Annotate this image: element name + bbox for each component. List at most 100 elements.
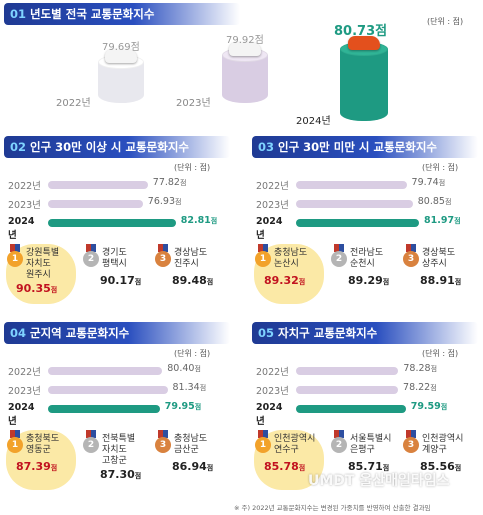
bar-row: 2024년 79.59점 xyxy=(256,401,478,427)
panel-03-unit: (단위 : 점) xyxy=(422,163,459,172)
bar-mark xyxy=(48,219,176,227)
bar-value-label: 79.59점 xyxy=(411,401,448,412)
point-suffix: 점 xyxy=(194,365,201,373)
panel-05-title: 자치구 교통문화지수 xyxy=(278,326,378,340)
medal-icon: 3 xyxy=(155,437,171,453)
bar-year-label: 2023년 xyxy=(8,200,41,211)
ranking-region-name: 경기도 평택시 xyxy=(102,248,127,269)
point-suffix: 점 xyxy=(50,464,58,472)
point-suffix: 점 xyxy=(438,179,446,187)
medal-ribbon-icon xyxy=(406,244,416,252)
medal-icon: 3 xyxy=(403,251,419,267)
panel-02: 02 인구 30만 이상 시 교통문화지수 (단위 : 점) 2022년 77.82점 2… xyxy=(4,136,232,316)
ranking-3: 3 경상남도 진주시 89.48점 xyxy=(154,244,224,304)
bar-year-label: 2024년 xyxy=(256,402,283,427)
bar-value-label: 78.22점 xyxy=(403,382,437,393)
bar-year-label: 2022년 xyxy=(8,367,41,378)
footnote: ※ 주) 2022년 교통문화지수는 변경된 가중치를 반영하여 산출한 결과임 xyxy=(234,504,431,512)
point-suffix: 점 xyxy=(454,464,462,472)
bar-mark xyxy=(296,219,420,227)
ranking-3: 3 인천광역시 계양구 85.56점 xyxy=(402,430,472,490)
ranking-1: 1 충청북도 영동군 87.39점 xyxy=(6,430,76,490)
bar-value-label: 80.40점 xyxy=(167,363,201,374)
panel-05-unit: (단위 : 점) xyxy=(422,349,459,358)
ranking-1: 1 인천광역시 연수구 85.78점 xyxy=(254,430,324,490)
medal-ribbon-icon xyxy=(158,244,168,252)
point-suffix: 점 xyxy=(382,278,390,286)
bar-row: 2024년 79.95점 xyxy=(8,401,230,427)
bar-mark xyxy=(296,386,399,394)
ranking-score: 85.56점 xyxy=(420,460,461,473)
point-suffix: 점 xyxy=(454,217,461,225)
bar-value-number: 77.82 xyxy=(152,177,180,188)
medal-icon: 3 xyxy=(155,251,171,267)
medal-ribbon-icon xyxy=(406,430,416,438)
bar-value-number: 79.95 xyxy=(164,401,195,412)
bar-row: 2023년 80.85점 xyxy=(256,196,478,211)
point-suffix: 점 xyxy=(206,464,214,472)
ranking-region-name: 인천광역시 계양구 xyxy=(422,434,464,455)
bar-year-label: 2023년 xyxy=(8,386,41,397)
point-suffix: 점 xyxy=(179,179,187,187)
panel-02-title: 인구 30만 이상 시 교통문화지수 xyxy=(30,140,189,154)
bar-value-label: 81.97점 xyxy=(424,215,461,226)
panel-05: 05 자치구 교통문화지수 (단위 : 점) 2022년 78.28점 2023년 78.2… xyxy=(252,322,480,502)
ranking-score: 89.48점 xyxy=(172,274,213,287)
point-suffix: 점 xyxy=(382,464,390,472)
medal-icon: 2 xyxy=(83,437,99,453)
cylinder-year-label: 2022년 xyxy=(56,98,91,109)
ranking-score: 90.35점 xyxy=(16,282,57,295)
medal-ribbon-icon xyxy=(334,244,344,252)
ranking-region-name: 인천광역시 연수구 xyxy=(274,434,316,455)
ranking-score: 89.29점 xyxy=(348,274,389,287)
bar-value-label: 76.93점 xyxy=(148,196,182,207)
bar-value-label: 77.82점 xyxy=(153,177,187,188)
ranking-score: 85.71점 xyxy=(348,460,389,473)
panel-02-unit: (단위 : 점) xyxy=(174,163,211,172)
cylinder-body xyxy=(340,49,388,121)
medal-icon: 2 xyxy=(83,251,99,267)
medal-ribbon-icon xyxy=(10,244,20,252)
bar-value-number: 79.74 xyxy=(411,177,439,188)
cylinder-value-label: 80.73점 xyxy=(334,24,388,40)
bar-value-number: 80.85 xyxy=(417,196,445,207)
ranking-score: 87.30점 xyxy=(100,468,141,481)
panel-04-title: 군지역 교통문화지수 xyxy=(30,326,130,340)
bar-value-number: 82.81 xyxy=(180,215,211,226)
panel-04-number: 04 xyxy=(10,326,27,340)
bar-mark xyxy=(296,200,413,208)
panel-05-number: 05 xyxy=(258,326,275,340)
medal-ribbon-icon xyxy=(86,244,96,252)
ranking-score: 85.78점 xyxy=(264,460,305,473)
panel-03: 03 인구 30만 미만 시 교통문화지수 (단위 : 점) 2022년 79.74점 2… xyxy=(252,136,480,316)
ranking-score-number: 90.35 xyxy=(16,282,51,295)
bar-year-label: 2024년 xyxy=(8,402,35,427)
bar-row: 2022년 78.28점 xyxy=(256,363,478,378)
point-suffix: 점 xyxy=(134,278,142,286)
panel-01-number: 01 xyxy=(10,7,27,21)
cylinder-year-label: 2024년 xyxy=(296,116,331,127)
bar-value-label: 79.74점 xyxy=(412,177,446,188)
point-suffix: 점 xyxy=(298,278,306,286)
ranking-score-number: 89.29 xyxy=(348,274,383,287)
ranking-score-number: 89.32 xyxy=(264,274,299,287)
bar-row: 2022년 77.82점 xyxy=(8,177,230,192)
bar-mark xyxy=(48,386,168,394)
point-suffix: 점 xyxy=(440,403,448,411)
ranking-region-name: 전라남도 순천시 xyxy=(350,248,384,269)
point-suffix: 점 xyxy=(206,278,214,286)
car-icon xyxy=(105,49,137,64)
bar-row: 2024년 82.81점 xyxy=(8,215,230,241)
medal-icon: 1 xyxy=(255,437,271,453)
ranking-region-name: 전북특별 자치도 고창군 xyxy=(102,434,136,466)
point-suffix: 점 xyxy=(298,464,306,472)
ranking-3: 3 경상북도 상주시 88.91점 xyxy=(402,244,472,304)
bar-mark xyxy=(48,181,148,189)
car-icon xyxy=(229,42,261,57)
point-suffix: 점 xyxy=(210,217,218,225)
ranking-score: 88.91점 xyxy=(420,274,461,287)
ranking-score-number: 89.48 xyxy=(172,274,207,287)
bar-value-label: 82.81점 xyxy=(181,215,218,226)
ranking-region-name: 충청남도 논산시 xyxy=(274,248,308,269)
cylinder-bar xyxy=(98,49,144,103)
